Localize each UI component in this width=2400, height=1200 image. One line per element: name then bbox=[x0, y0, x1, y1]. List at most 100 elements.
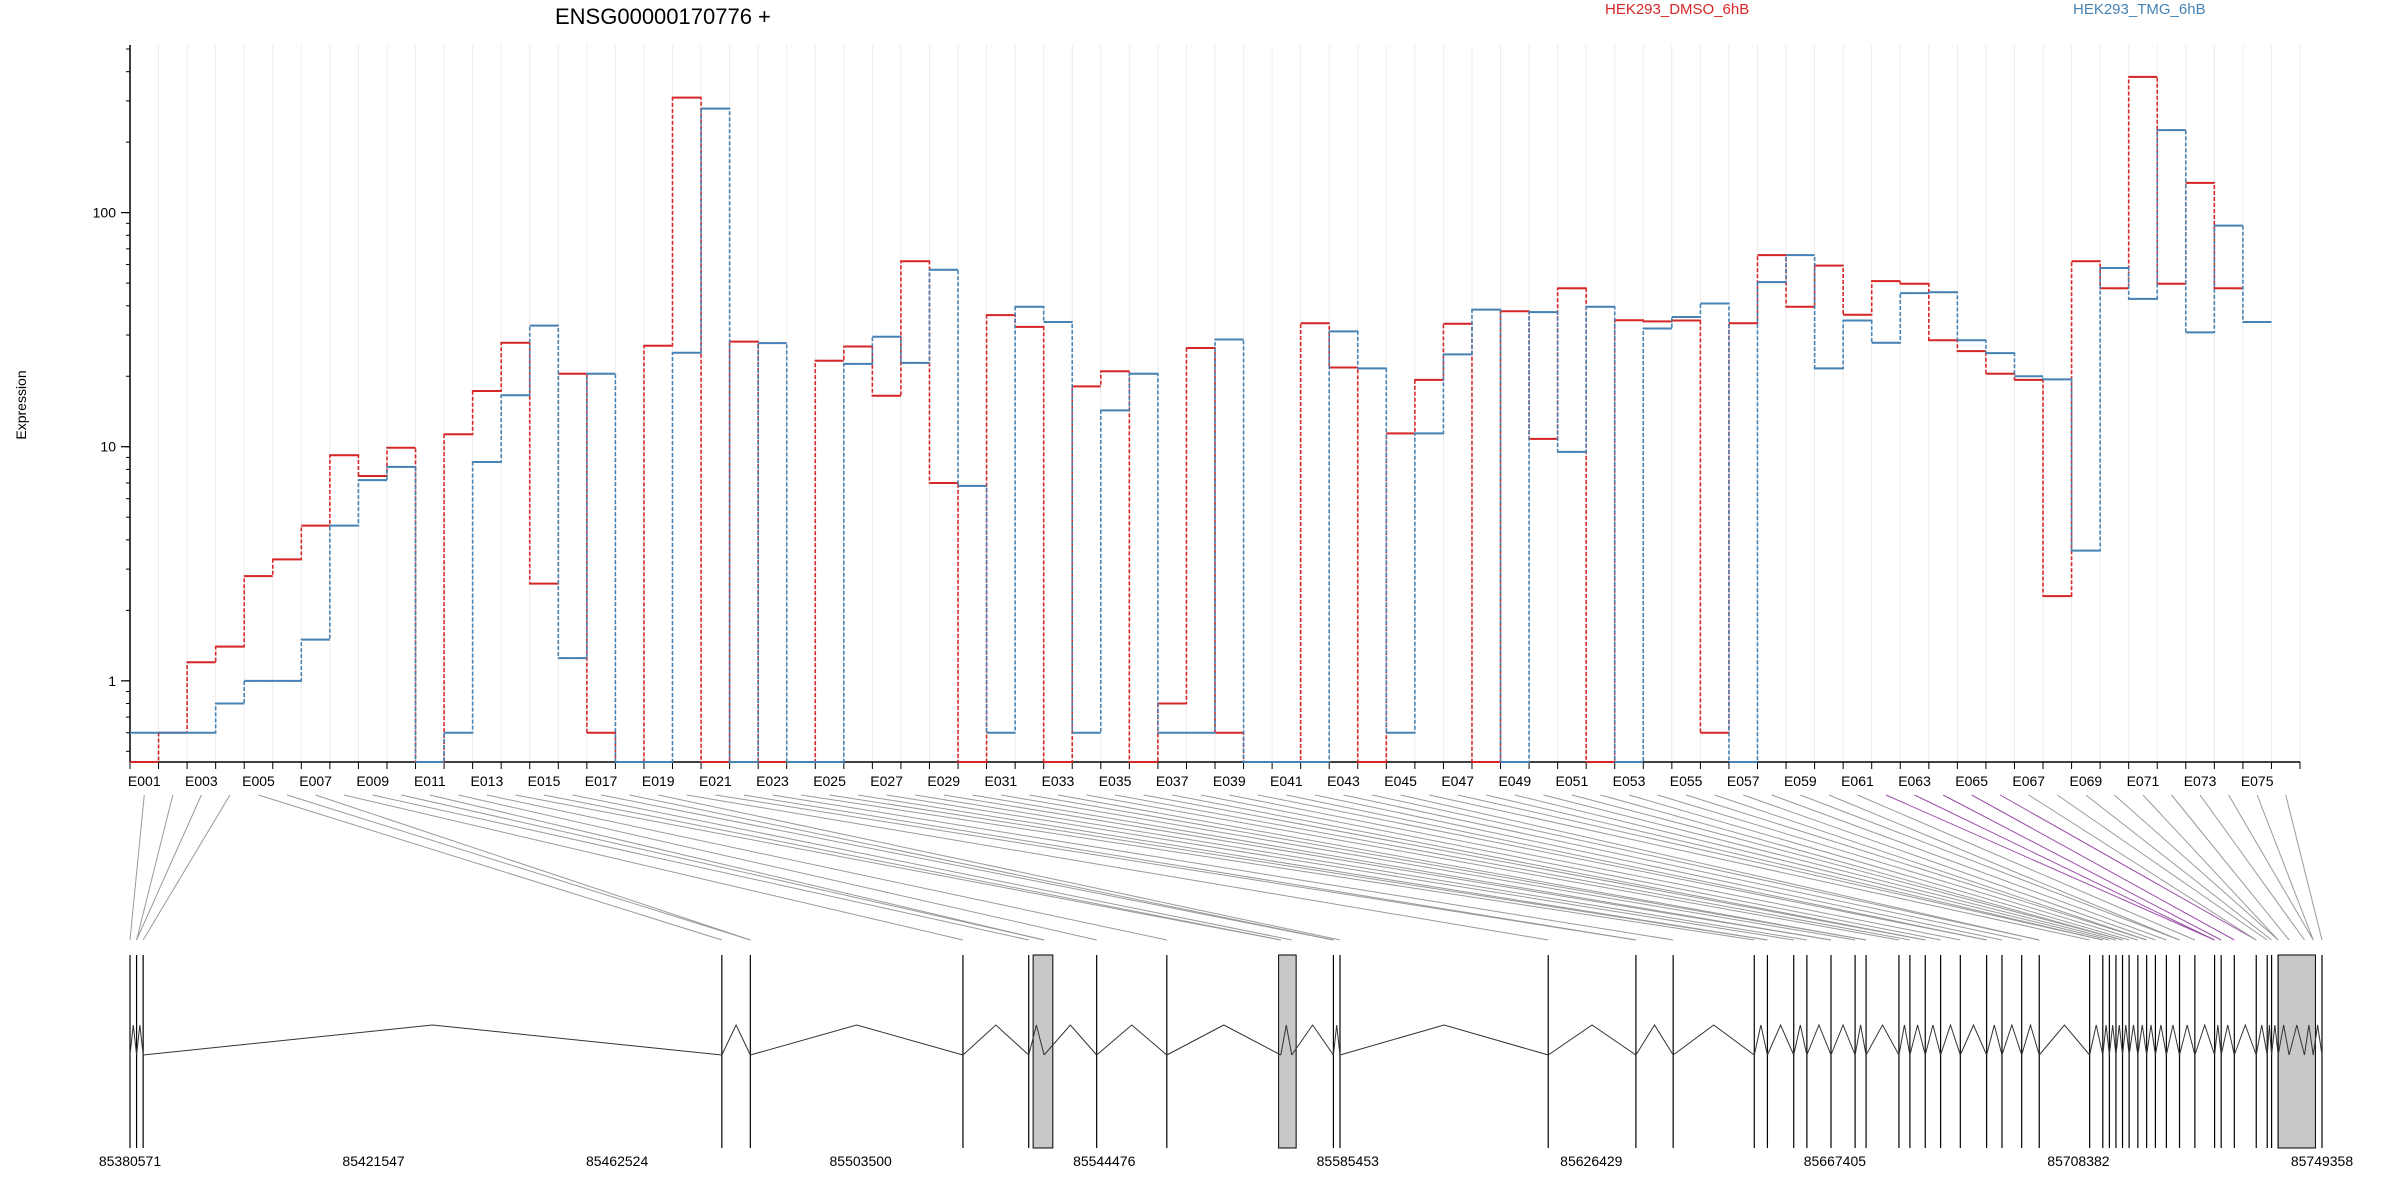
exon-link-line bbox=[2171, 794, 2290, 941]
exon-link-line bbox=[2085, 794, 2272, 941]
intron-line bbox=[1635, 1024, 1674, 1056]
exon-link-line bbox=[1486, 794, 2103, 941]
exon-link-line bbox=[142, 794, 231, 941]
x-tick-label: E073 bbox=[2184, 773, 2217, 789]
exon-block bbox=[2277, 954, 2316, 1149]
coordinate-label: 85462524 bbox=[586, 1153, 649, 1169]
exon-link-line bbox=[1828, 794, 2180, 941]
exon-link-line bbox=[1143, 794, 1926, 941]
intron-line bbox=[2194, 1023, 2216, 1056]
x-tick-label: E015 bbox=[528, 773, 561, 789]
x-tick-label: E039 bbox=[1213, 773, 1246, 789]
x-tick-label: E057 bbox=[1727, 773, 1760, 789]
exon-link-lines bbox=[129, 794, 2323, 941]
exon-link-line bbox=[315, 794, 751, 941]
exon-link-line bbox=[629, 794, 1334, 941]
coordinate-label: 85421547 bbox=[342, 1153, 405, 1169]
exon-link-line bbox=[1457, 794, 2103, 941]
intron-line bbox=[1830, 1023, 1856, 1056]
x-tick-label: E041 bbox=[1270, 773, 1303, 789]
exon-link-line bbox=[515, 794, 1281, 941]
x-tick-label: E075 bbox=[2241, 773, 2274, 789]
series-line-tmg bbox=[130, 107, 2272, 763]
exon-link-line bbox=[1400, 794, 2040, 941]
exon-link-line bbox=[543, 794, 1281, 941]
intron-line bbox=[1959, 1023, 1988, 1056]
x-tick-label: E043 bbox=[1327, 773, 1360, 789]
exon-link-line bbox=[1172, 794, 1926, 941]
intron-line bbox=[1672, 1024, 1755, 1056]
x-tick-label: E055 bbox=[1670, 773, 1703, 789]
x-tick-label: E051 bbox=[1556, 773, 1589, 789]
intron-line bbox=[2288, 1024, 2305, 1056]
intron-line bbox=[2122, 1024, 2130, 1056]
exon-link-line bbox=[1771, 794, 2167, 941]
intron-line bbox=[2154, 1024, 2167, 1056]
legend-series-dmso: HEK293_DMSO_6hB bbox=[1605, 1, 1749, 18]
exon-link-line bbox=[572, 794, 1292, 941]
exon-link-line bbox=[1029, 794, 1867, 941]
coordinate-label: 85544476 bbox=[1073, 1153, 1136, 1169]
coordinate-label: 85708382 bbox=[2047, 1153, 2110, 1169]
x-tick-label: E059 bbox=[1784, 773, 1817, 789]
exon-link-line bbox=[1057, 794, 1867, 941]
x-tick-label: E067 bbox=[2012, 773, 2045, 789]
exon-link-line bbox=[129, 794, 145, 941]
x-tick-label: E065 bbox=[1955, 773, 1988, 789]
x-tick-label: E013 bbox=[471, 773, 504, 789]
intron-line bbox=[1547, 1024, 1637, 1056]
coordinate-label: 85667405 bbox=[1804, 1153, 1867, 1169]
exon-link-line bbox=[1999, 794, 2257, 941]
x-tick-label: E045 bbox=[1384, 773, 1417, 789]
x-tick-label: E061 bbox=[1841, 773, 1874, 789]
exon-link-line bbox=[136, 794, 202, 941]
x-tick-label: E047 bbox=[1441, 773, 1474, 789]
x-tick-label: E033 bbox=[1042, 773, 1075, 789]
exon-link-line bbox=[829, 794, 1768, 941]
exon-link-line bbox=[1200, 794, 1941, 941]
exon-link-line bbox=[2114, 794, 2279, 941]
intron-line bbox=[1986, 1024, 2003, 1056]
exon-link-line bbox=[972, 794, 1832, 941]
x-tick-label: E017 bbox=[585, 773, 618, 789]
intron-line bbox=[2233, 1023, 2257, 1056]
intron-line bbox=[1898, 1024, 1911, 1056]
exon-link-line bbox=[1429, 794, 2090, 941]
x-tick-label: E035 bbox=[1099, 773, 1132, 789]
exon-block bbox=[1278, 954, 1297, 1149]
coordinate-label: 85503500 bbox=[830, 1153, 893, 1169]
exon-link-line bbox=[601, 794, 1334, 941]
exon-link-line bbox=[1914, 794, 2215, 941]
intron-line bbox=[2115, 1024, 2124, 1056]
exon-link-line bbox=[858, 794, 1768, 941]
intron-line bbox=[721, 1023, 751, 1056]
exon-link-line bbox=[658, 794, 1341, 941]
exon-link-line bbox=[1343, 794, 2022, 941]
intron-line bbox=[2089, 1024, 2104, 1056]
exon-link-line bbox=[2199, 794, 2305, 941]
exon-link-line bbox=[772, 794, 1674, 941]
legend-series-tmg: HEK293_TMG_6hB bbox=[2073, 1, 2206, 18]
exon-link-line bbox=[1657, 794, 2139, 941]
exon-link-line bbox=[1514, 794, 2110, 941]
intron-line bbox=[2303, 1024, 2314, 1056]
intron-line bbox=[1028, 1024, 1045, 1056]
exon-link-line bbox=[1571, 794, 2123, 941]
exon-link-line bbox=[2256, 794, 2314, 941]
exon-link-line bbox=[1543, 794, 2117, 941]
x-tick-label: E029 bbox=[927, 773, 960, 789]
x-tick-label: E063 bbox=[1898, 773, 1931, 789]
exon-link-line bbox=[2142, 794, 2279, 941]
exon-link-line bbox=[458, 794, 1097, 941]
x-tick-label: E019 bbox=[642, 773, 675, 789]
exon-link-line bbox=[1885, 794, 2215, 941]
intron-line bbox=[1909, 1024, 1926, 1056]
x-tick-label: E049 bbox=[1498, 773, 1531, 789]
x-tick-label: E003 bbox=[185, 773, 218, 789]
exon-link-line bbox=[1314, 794, 2003, 941]
exon-link-line bbox=[1286, 794, 1987, 941]
exon-link-line bbox=[2028, 794, 2257, 941]
intron-line bbox=[2312, 1024, 2323, 1056]
x-tick-label: E005 bbox=[242, 773, 275, 789]
intron-line bbox=[2102, 1024, 2110, 1056]
